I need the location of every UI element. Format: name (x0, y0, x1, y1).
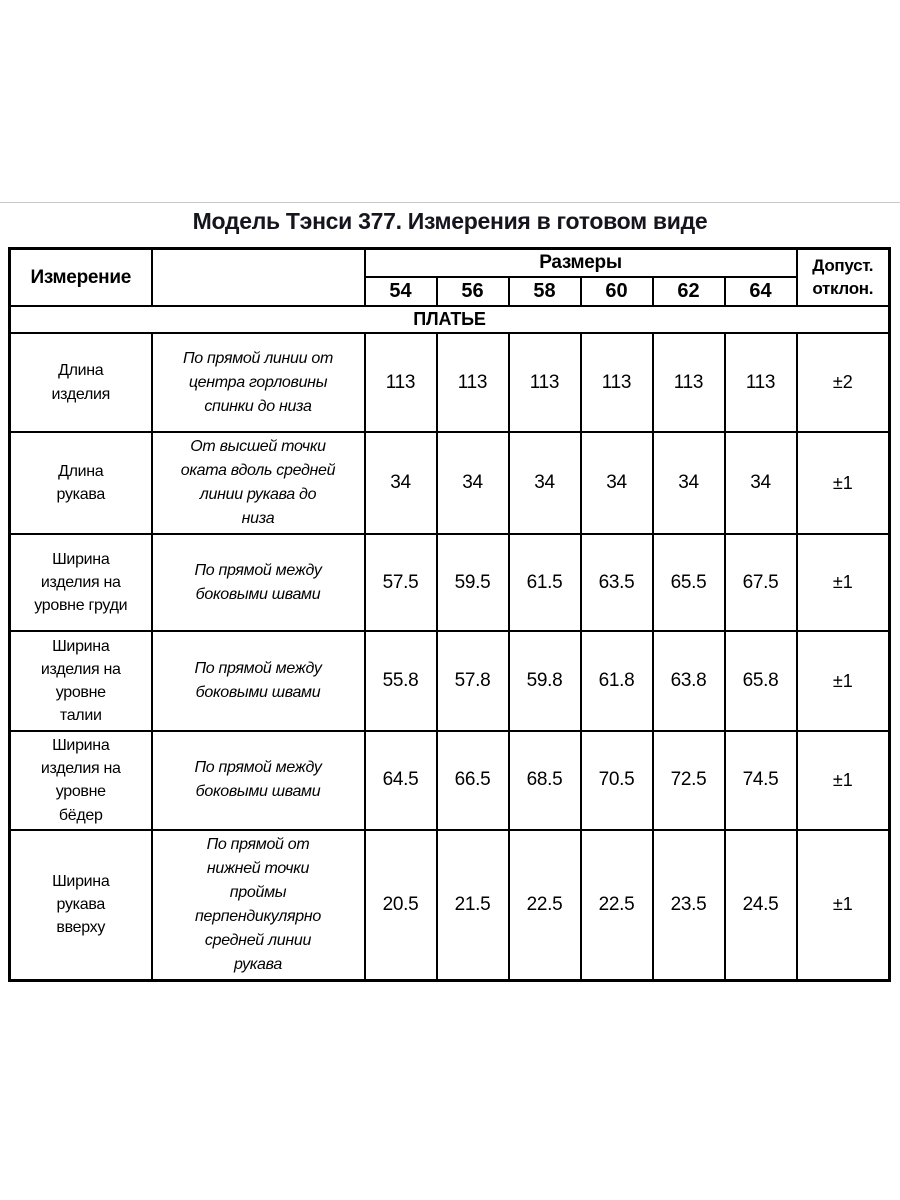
value-cell: 22.5 (507, 828, 582, 982)
size-header: 62 (651, 276, 726, 307)
value-cell: 34 (507, 431, 582, 535)
value-cell: 34 (435, 431, 510, 535)
description-column-header-empty (150, 247, 366, 307)
value-cell: 67.5 (723, 533, 798, 632)
size-header: 60 (579, 276, 654, 307)
measurement-description: По прямой линии от центра горловины спин… (150, 332, 366, 433)
measurement-name: Ширина изделия на уровне груди (8, 533, 153, 632)
value-cell: 113 (723, 332, 798, 433)
tolerance-cell: ±1 (795, 533, 891, 632)
measurement-name: Ширина изделия на уровне талии (8, 630, 153, 732)
measurements-table: Измерение Размеры Допуст. отклон. 54 56 … (8, 247, 892, 982)
tolerance-cell: ±2 (795, 332, 891, 433)
size-header: 54 (363, 276, 438, 307)
tolerance-column-header: Допуст. отклон. (795, 247, 891, 307)
tolerance-cell: ±1 (795, 431, 891, 535)
horizontal-divider (0, 202, 900, 203)
value-cell: 113 (435, 332, 510, 433)
value-cell: 61.5 (507, 533, 582, 632)
value-cell: 34 (579, 431, 654, 535)
measurement-description: По прямой между боковыми швами (150, 730, 366, 831)
value-cell: 72.5 (651, 730, 726, 831)
tolerance-cell: ±1 (795, 828, 891, 982)
measurement-name: Длина рукава (8, 431, 153, 535)
value-cell: 113 (507, 332, 582, 433)
value-cell: 68.5 (507, 730, 582, 831)
value-cell: 66.5 (435, 730, 510, 831)
measurement-column-header: Измерение (8, 247, 153, 307)
value-cell: 113 (651, 332, 726, 433)
value-cell: 63.8 (651, 630, 726, 732)
value-cell: 57.5 (363, 533, 438, 632)
tolerance-cell: ±1 (795, 630, 891, 732)
measurement-description: По прямой между боковыми швами (150, 533, 366, 632)
table-row: Ширина рукава вверху По прямой от нижней… (8, 828, 891, 982)
tolerance-cell: ±1 (795, 730, 891, 831)
size-header: 56 (435, 276, 510, 307)
table-row: Ширина изделия на уровне бёдер По прямой… (8, 730, 891, 831)
measurement-name: Ширина изделия на уровне бёдер (8, 730, 153, 831)
table-row: Ширина изделия на уровне талии По прямой… (8, 630, 891, 732)
measurement-name: Длина изделия (8, 332, 153, 433)
header-row-sizes: 54 56 58 60 62 64 (10, 276, 890, 307)
value-cell: 57.8 (435, 630, 510, 732)
sizes-group-header: Размеры (363, 247, 798, 278)
value-cell: 23.5 (651, 828, 726, 982)
section-label: ПЛАТЬЕ (8, 305, 891, 334)
size-header: 58 (507, 276, 582, 307)
section-row: ПЛАТЬЕ (8, 305, 891, 334)
size-header: 64 (723, 276, 798, 307)
measurement-description: По прямой от нижней точки проймы перпенд… (150, 828, 366, 982)
value-cell: 24.5 (723, 828, 798, 982)
measurement-description: По прямой между боковыми швами (150, 630, 366, 732)
value-cell: 20.5 (363, 828, 438, 982)
value-cell: 113 (579, 332, 654, 433)
value-cell: 59.5 (435, 533, 510, 632)
value-cell: 65.8 (723, 630, 798, 732)
value-cell: 61.8 (579, 630, 654, 732)
value-cell: 74.5 (723, 730, 798, 831)
measurement-description: От высшей точки оката вдоль средней лини… (150, 431, 366, 535)
header-row-top: Измерение Размеры Допуст. отклон. (8, 247, 891, 307)
value-cell: 70.5 (579, 730, 654, 831)
value-cell: 34 (363, 431, 438, 535)
page-title: Модель Тэнси 377. Измерения в готовом ви… (192, 208, 708, 234)
measurement-name: Ширина рукава вверху (8, 828, 153, 982)
value-cell: 21.5 (435, 828, 510, 982)
value-cell: 63.5 (579, 533, 654, 632)
table-row: Длина изделия По прямой линии от центра … (8, 332, 891, 433)
value-cell: 65.5 (651, 533, 726, 632)
table-row: Длина рукава От высшей точки оката вдоль… (8, 431, 891, 535)
value-cell: 113 (363, 332, 438, 433)
value-cell: 34 (723, 431, 798, 535)
value-cell: 34 (651, 431, 726, 535)
value-cell: 59.8 (507, 630, 582, 732)
value-cell: 64.5 (363, 730, 438, 831)
table-row: Ширина изделия на уровне груди По прямой… (8, 533, 891, 632)
value-cell: 55.8 (363, 630, 438, 732)
value-cell: 22.5 (579, 828, 654, 982)
